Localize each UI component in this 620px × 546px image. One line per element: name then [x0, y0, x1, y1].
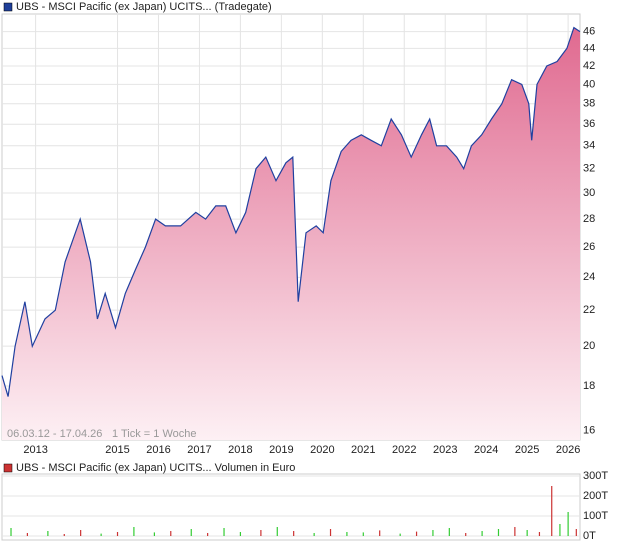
y-tick-label: 46 [583, 26, 595, 38]
volume-bar [100, 533, 102, 536]
volume-bar [133, 527, 135, 536]
caption: 06.03.12 - 17.04.26 [7, 428, 102, 440]
y-tick-label: 22 [583, 304, 595, 316]
volume-bar [116, 532, 119, 536]
volume-bar [379, 530, 381, 536]
y-tick-label: 36 [583, 118, 595, 130]
legend-swatch [3, 463, 13, 473]
x-tick-label: 2025 [515, 444, 539, 456]
y-tick-label: 32 [583, 163, 595, 175]
y-tick-label: 30 [583, 187, 595, 199]
volume-bar [465, 533, 467, 536]
volume-bar [481, 531, 483, 536]
y-tick-label: 300T [583, 470, 608, 482]
volume-bar [432, 530, 434, 536]
chart-title: UBS - MSCI Pacific (ex Japan) UCITS... (… [16, 1, 272, 13]
volume-bar [313, 533, 315, 536]
tick-note: 1 Tick = 1 Woche [112, 428, 196, 440]
x-tick-label: 2020 [310, 444, 334, 456]
volume-bar [47, 531, 49, 536]
x-tick-label: 2017 [187, 444, 211, 456]
x-tick-label: 2022 [392, 444, 416, 456]
volume-bar [346, 532, 348, 536]
x-tick-label: 2019 [269, 444, 293, 456]
volume-bar [260, 530, 262, 536]
y-tick-label: 44 [583, 42, 595, 54]
y-tick-label: 42 [583, 60, 595, 72]
volume-bar [170, 531, 172, 536]
x-tick-label: 2013 [23, 444, 47, 456]
volume-bar [575, 529, 577, 536]
price-line [1, 26, 581, 397]
volume-bar [497, 529, 500, 536]
volume-bar [448, 528, 450, 536]
y-tick-label: 200T [583, 490, 608, 502]
y-tick-label: 26 [583, 241, 595, 253]
x-tick-label: 2018 [228, 444, 252, 456]
y-tick-label: 34 [583, 140, 595, 152]
y-tick-label: 24 [583, 271, 595, 283]
volume-bar [526, 530, 528, 536]
volume-bar [190, 529, 192, 536]
volume-bar [551, 486, 553, 536]
volume-bar [514, 527, 516, 536]
x-tick-label: 2016 [146, 444, 170, 456]
volume-bar [415, 531, 418, 536]
volume-bar [362, 532, 364, 536]
y-tick-label: 28 [583, 213, 595, 225]
volume-bar [293, 531, 295, 536]
y-tick-label: 0T [583, 530, 596, 542]
y-tick-label: 20 [583, 340, 595, 352]
volume-bar [63, 534, 65, 536]
x-tick-label: 2021 [351, 444, 375, 456]
plot-frame [1, 473, 581, 541]
volume-bar [223, 528, 225, 536]
area [2, 27, 580, 440]
volume-bar [567, 512, 569, 536]
x-tick-label: 2024 [474, 444, 498, 456]
volume-bar [559, 524, 561, 536]
volume-bar [399, 533, 401, 536]
y-tick-label: 18 [583, 380, 595, 392]
volume-bar [329, 529, 332, 536]
y-tick-label: 38 [583, 98, 595, 110]
volume-bar [10, 528, 12, 536]
y-tick-label: 100T [583, 510, 608, 522]
x-tick-label: 2023 [433, 444, 457, 456]
y-tick-label: 40 [583, 78, 595, 90]
volume-bar [276, 527, 278, 536]
x-tick-label: 2015 [105, 444, 129, 456]
volume-bar [26, 533, 28, 536]
volume-bar [80, 530, 82, 536]
volume-bar [207, 533, 209, 536]
y-tick-label: 16 [583, 424, 595, 436]
volume-bar [153, 532, 155, 536]
chart-title: UBS - MSCI Pacific (ex Japan) UCITS... V… [16, 462, 295, 474]
x-tick-label: 2026 [556, 444, 580, 456]
legend-swatch [3, 2, 13, 12]
volume-bar [538, 532, 541, 536]
volume-bar [239, 532, 242, 536]
